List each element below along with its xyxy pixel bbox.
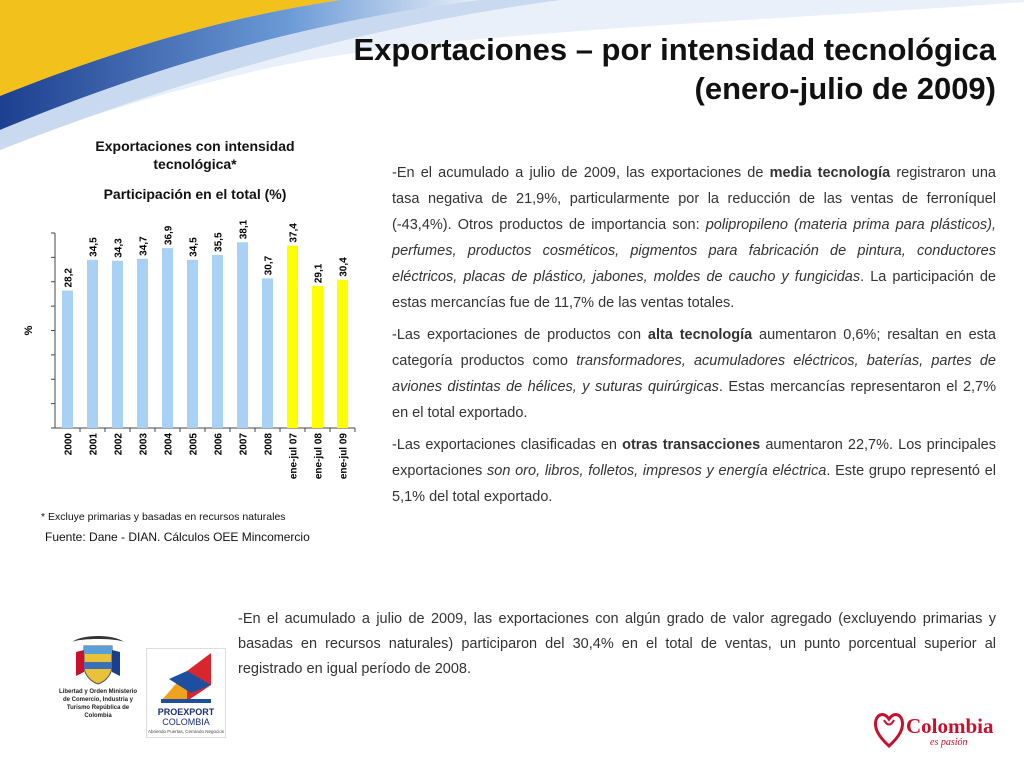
bar-2007 [237,242,248,428]
coat-of-arms-icon [72,636,124,685]
bar-ene-jul-07 [287,245,298,428]
colombia-wordmark: Colombia [906,714,994,738]
proexport-mark-icon [161,653,211,703]
data-label: 37,4 [289,223,300,243]
category-label: 2006 [214,433,225,456]
p2-bold: alta tecnología [647,327,753,343]
data-label: 34,5 [89,237,100,257]
page-title: Exportaciones – por intensidad tecnológi… [353,30,996,108]
p2-italic: transformadores, acumuladores eléctricos… [392,353,996,395]
p2-text-a: -Las exportaciones de productos con [392,327,648,343]
data-label: 38,1 [239,219,250,239]
category-label: 2007 [239,433,250,456]
bar-2000 [62,290,73,428]
p3-text-c: aumentaron 22,7%. Los principales export… [392,437,996,479]
bar-2004 [162,248,173,428]
data-label: 30,7 [264,255,275,275]
proexport-sub: COLOMBIA [162,717,210,727]
paragraph-alta-tecnologia: -Las exportaciones de productos con alta… [392,322,996,426]
p1-italic: polipropileno (materia prima para plásti… [392,217,996,285]
chart-footnote: * Excluye primarias y basadas en recurso… [41,511,286,523]
proexport-tagline: Abriendo Puertas, Cerrando Negocios [147,729,225,734]
bar-2002 [112,260,123,428]
bar-2008 [262,278,273,428]
chart-title: Exportaciones con intensidad tecnológica… [95,138,295,172]
category-label: 2005 [189,433,200,456]
data-label: 35,5 [214,232,225,252]
category-label: 2002 [114,433,125,456]
data-label: 34,3 [114,238,125,258]
ministry-caption: Libertad y Orden Ministerio de Comercio,… [58,689,137,719]
colombia-heart-icon [874,713,904,749]
analysis-text: -En el acumulado a julio de 2009, las ex… [392,160,996,516]
category-label: 2004 [164,433,175,456]
proexport-name: PROEXPORT [157,707,215,717]
category-label: 2008 [264,433,275,456]
category-label: 2000 [64,433,75,456]
p3-italic: son oro, libros, folletos, impresos y en… [487,463,827,479]
data-label: 36,9 [164,225,175,245]
p3-text-e: . Este grupo representó el 5,1% del tota… [392,463,996,505]
data-label: 30,4 [339,257,350,277]
bar-2003 [137,258,148,428]
p2-text-e: . Estas mercancías representaron el 2,7%… [392,379,996,421]
p2-text-c: aumentaron 0,6%; resaltan en esta catego… [392,327,996,369]
p1-text-c: registraron una tasa negativa de 21,9%, … [392,165,996,233]
colombia-tagline: es pasión [930,737,968,748]
title-line-2: (enero-julio de 2009) [694,71,996,106]
category-label: ene-jul 09 [339,433,350,480]
data-label: 34,5 [189,237,200,257]
p1-text-e: . La participación de estas mercancías f… [392,269,997,311]
data-label: 34,7 [139,236,150,256]
y-axis-label: % [23,325,35,335]
bar-ene-jul-08 [312,286,323,428]
chart-subtitle: Participación en el total (%) [103,186,287,202]
header-swoosh [0,0,1024,150]
data-label: 29,1 [314,263,325,283]
bar-ene-jul-09 [337,279,348,428]
ministry-logo: Libertad y Orden Ministerio de Comercio,… [58,632,138,742]
bar-chart: % 28,2 2000 34,5 2001 34,3 2002 34,7 2003 36,9 200… [23,219,356,480]
data-label: 28,2 [64,268,75,288]
paragraph-media-tecnologia: -En el acumulado a julio de 2009, las ex… [392,160,996,316]
bar-2005 [187,259,198,428]
p3-bold: otras transacciones [622,437,761,453]
p3-text-a: -Las exportaciones clasificadas en [392,437,623,453]
category-label: ene-jul 08 [314,433,325,480]
proexport-logo: PROEXPORT COLOMBIA Abriendo Puertas, Cer… [146,648,226,738]
category-label: ene-jul 07 [289,433,300,480]
p1-text-a: -En el acumulado a julio de 2009, las ex… [392,165,770,181]
summary-text: -En el acumulado a julio de 2009, las ex… [238,611,996,677]
bar-2001 [87,259,98,428]
category-label: 2003 [139,433,150,456]
bar-2006 [212,254,223,428]
category-label: 2001 [89,433,100,456]
chart-source: Fuente: Dane - DIAN. Cálculos OEE Mincom… [45,530,310,544]
title-line-1: Exportaciones – por intensidad tecnológi… [353,32,996,67]
p1-bold: media tecnología [769,165,891,181]
paragraph-otras-transacciones: -Las exportaciones clasificadas en otras… [392,432,996,510]
colombia-brand-logo: Colombia es pasión [872,706,1012,756]
